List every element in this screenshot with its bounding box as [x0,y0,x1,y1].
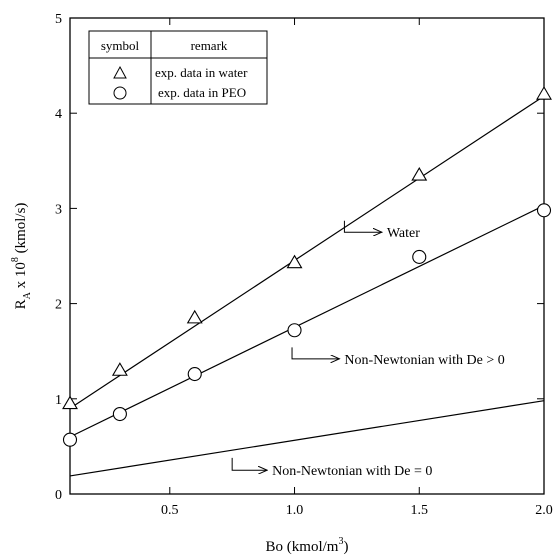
line-de_pos_model [69,205,545,438]
legend-row-peo: exp. data in PEO [158,85,246,100]
annotation-label: Non-Newtonian with De > 0 [344,353,504,368]
point-peo_exp [62,432,78,447]
model-lines [69,95,545,477]
annotations: Water Non-Newtonian with De > 0 Non-Newton… [231,220,505,479]
y-axis-label-sup: 8 [10,257,21,262]
axis-ticks: 0.5 1.0 1.5 2.0 0 1 2 3 4 5 [55,12,553,518]
legend-header-remark: remark [191,38,228,53]
legend-box [88,30,268,105]
annotation-label: Water [387,226,420,241]
point-peo_exp [112,406,127,422]
point-water_exp [411,166,428,181]
y-tick-label: 0 [55,488,62,503]
point-water_exp [286,254,303,269]
point-water_exp [62,395,78,410]
line-water_model [69,95,545,409]
x-tick-label: 1.5 [411,503,429,518]
y-axis-label: RA x 108 (kmol/s) [10,203,33,310]
legend-circle-marker [113,86,127,100]
legend-row-water: exp. data in water [155,65,248,80]
y-tick-label: 2 [55,298,62,313]
y-tick-label: 5 [55,12,62,27]
point-water_exp [536,86,552,100]
x-axis-label: Bo (kmol/m3) [266,536,349,555]
legend: symbol remark exp. data in water exp. da… [88,30,268,105]
annotation-arrow [343,220,381,232]
y-tick-label: 4 [55,107,62,122]
x-tick-label: 0.5 [161,503,179,518]
point-peo_exp [412,249,427,265]
legend-triangle-marker [113,65,127,79]
point-peo_exp [287,323,302,338]
y-tick-label: 1 [55,393,62,408]
point-peo_exp [536,203,552,218]
y-axis-label-sub: A [22,291,33,299]
y-tick-label: 3 [55,202,62,217]
x-tick-label: 1.0 [286,503,304,518]
annotation-arrow [291,347,339,358]
annotation-label: Non-Newtonian with De = 0 [272,464,432,479]
point-peo_exp [187,366,202,382]
point-water_exp [186,309,203,324]
x-axis-label-sup: 3 [338,536,343,547]
line-de_zero_model [69,400,545,477]
annotation-arrow [231,457,267,470]
x-tick-label: 2.0 [535,503,553,518]
data-markers [62,86,552,447]
point-water_exp [111,362,128,376]
plot-frame [69,17,545,495]
legend-header-symbol: symbol [101,38,140,53]
